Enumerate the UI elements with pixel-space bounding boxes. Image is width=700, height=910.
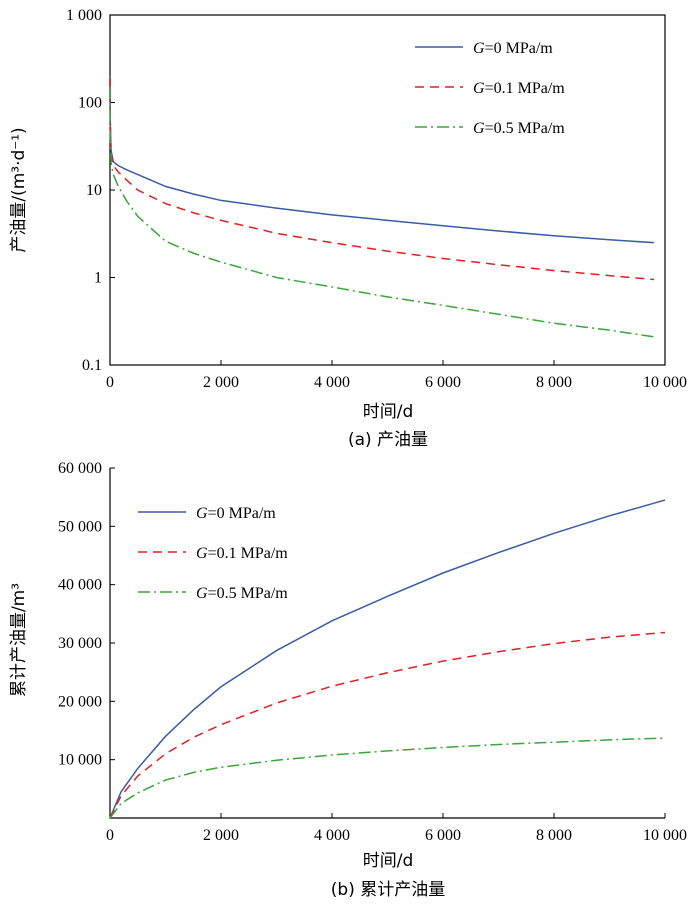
a-y-tick-label: 100: [78, 95, 102, 112]
a-legend-label-1: G=0.1 MPa/m: [473, 80, 565, 97]
chart-b-xlabel: 时间/d: [363, 851, 414, 871]
b-y-tick-label: 50 000: [58, 518, 102, 535]
chart-b-ylabel: 累计产油量/m³: [9, 583, 29, 697]
b-y-tick-label: 40 000: [58, 577, 102, 594]
a-x-tick-label: 8 000: [536, 374, 572, 391]
chart-b-series: [109, 499, 666, 819]
a-y-tick-label: 0.1: [82, 357, 102, 374]
b-x-tick-label: 0: [106, 827, 114, 844]
b-y-tick-label: 30 000: [58, 635, 102, 652]
b-y-tick-label: 60 000: [58, 460, 102, 477]
b-x-tick-label: 6 000: [425, 827, 461, 844]
a-legend-label-2: G=0.5 MPa/m: [473, 120, 565, 137]
a-y-tick-label: 1: [94, 270, 102, 287]
b-legend-value: =0.1 MPa/m: [208, 545, 289, 562]
a-x-tick-label: 10 000: [643, 374, 687, 391]
b-legend-label-1: G=0.1 MPa/m: [196, 545, 288, 562]
a-legend-symbol: G: [473, 80, 485, 97]
b-series-line-1: [109, 631, 666, 819]
b-y-tick-label: 20 000: [58, 693, 102, 710]
b-legend-symbol: G: [196, 545, 208, 562]
a-x-tick-label: 6 000: [425, 374, 461, 391]
chart-a-y-ticks: 0.1 1 10 100 1 000: [66, 7, 115, 374]
chart-b: 10 000 20 000 30 000 40 000 50 000 60 000 0 2 …: [9, 460, 687, 900]
chart-b-legend: G=0 MPa/mG=0.1 MPa/mG=0.5 MPa/m: [138, 505, 288, 602]
b-x-tick-label: 8 000: [536, 827, 572, 844]
a-legend-label-0: G=0 MPa/m: [473, 40, 553, 57]
a-y-tick-label: 10: [86, 182, 102, 199]
b-series-line-0: [109, 499, 666, 819]
b-x-tick-label: 2 000: [203, 827, 239, 844]
a-legend-symbol: G: [473, 120, 485, 137]
chart-a-series: [109, 76, 655, 338]
a-x-tick-label: 4 000: [314, 374, 350, 391]
chart-b-axes: [109, 468, 665, 819]
chart-a-plot-area: [109, 14, 666, 366]
chart-a: 0.1 1 10 100 1 000 0 2 000 4 000 6 000 8 000 10 0…: [9, 7, 687, 450]
chart-a-legend: G=0 MPa/mG=0.1 MPa/mG=0.5 MPa/m: [415, 40, 565, 137]
b-x-tick-label: 4 000: [314, 827, 350, 844]
chart-a-xlabel: 时间/d: [363, 402, 414, 422]
chart-b-caption: (b) 累计产油量: [331, 880, 445, 900]
chart-b-x-ticks: 0 2 000 4 000 6 000 8 000 10 000: [106, 813, 687, 844]
chart-a-ylabel: 产油量/(m³·d⁻¹): [9, 127, 29, 252]
a-series-line-0: [109, 76, 654, 244]
a-legend-value: =0.5 MPa/m: [485, 120, 566, 137]
b-legend-symbol: G: [196, 505, 208, 522]
b-legend-label-0: G=0 MPa/m: [196, 505, 276, 522]
a-legend-value: =0.1 MPa/m: [485, 80, 566, 97]
b-x-tick-label: 10 000: [643, 827, 687, 844]
a-x-tick-label: 2 000: [203, 374, 239, 391]
a-y-tick-label: 1 000: [66, 7, 102, 24]
a-legend-value: =0 MPa/m: [485, 40, 554, 57]
a-series-line-1: [109, 78, 654, 281]
b-legend-label-2: G=0.5 MPa/m: [196, 585, 288, 602]
b-legend-value: =0 MPa/m: [208, 505, 277, 522]
a-legend-symbol: G: [473, 40, 485, 57]
a-x-tick-label: 0: [106, 374, 114, 391]
b-legend-value: =0.5 MPa/m: [208, 585, 289, 602]
chart-a-caption: (a) 产油量: [348, 430, 428, 450]
chart-a-x-ticks: 0 2 000 4 000 6 000 8 000 10 000: [106, 360, 687, 391]
b-y-tick-label: 10 000: [58, 752, 102, 769]
b-series-line-2: [109, 737, 666, 819]
b-legend-symbol: G: [196, 585, 208, 602]
chart-b-y-ticks: 10 000 20 000 30 000 40 000 50 000 60 000: [58, 460, 115, 769]
